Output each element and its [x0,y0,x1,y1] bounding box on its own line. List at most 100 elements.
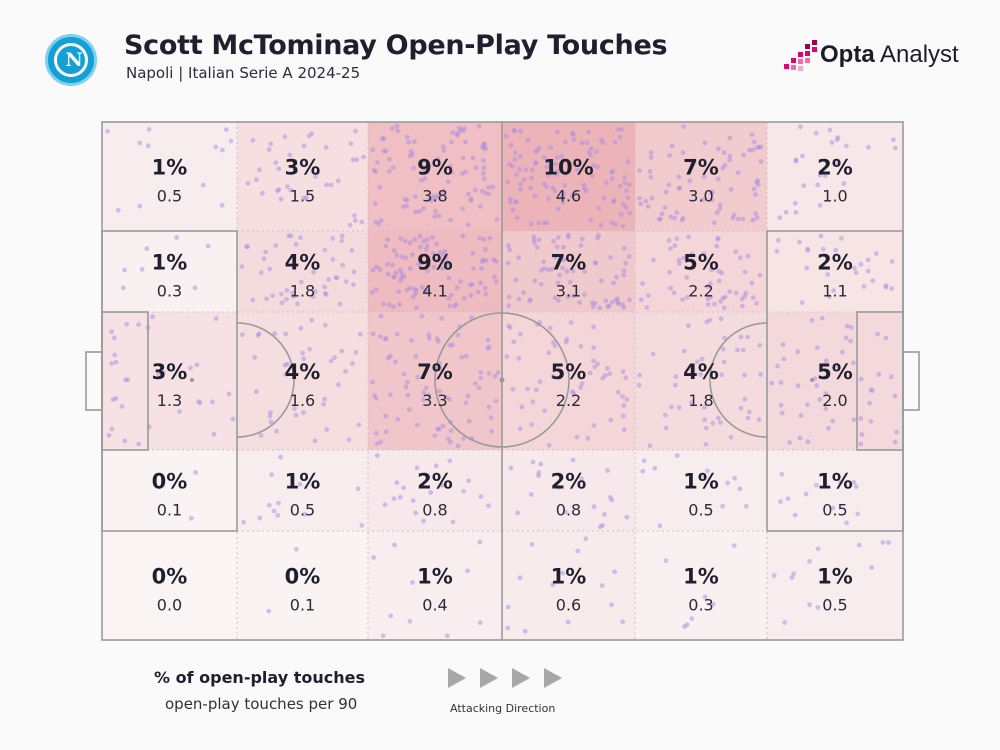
touch-dot [383,429,389,435]
touch-dot [421,168,427,174]
touch-dot [487,344,492,350]
touch-dot [894,429,899,435]
zone-per90-r1-c5: 3.0 [688,187,713,206]
touch-dot [407,618,413,624]
touch-dot [465,222,471,228]
arrow-1-icon [448,668,466,688]
touch-dot [508,142,514,148]
touch-dot [648,174,654,180]
touch-dot [437,366,443,371]
zone-pct-r4-c6: 1% [817,470,853,494]
touch-dot [378,334,383,339]
touch-dot [433,463,439,469]
touch-dot [410,580,415,585]
touch-dot [466,478,471,484]
touch-dot [470,250,476,256]
touch-dot [508,199,513,205]
touch-dot [868,418,874,424]
touch-dot [310,294,316,299]
touch-dot [599,583,605,588]
zone-per90-r3-c4: 2.2 [556,391,581,410]
zone-per90-r3-c2: 1.6 [290,391,315,410]
touch-dot [866,144,871,150]
touch-dot [529,175,534,181]
touch-dot [137,140,143,146]
legend-percent-label: % of open-play touches [154,668,365,687]
touch-dot [385,271,391,277]
touch-dot [699,356,705,362]
zone-per90-r1-c4: 4.6 [556,187,581,206]
touch-dot [374,430,379,436]
touch-dot [478,375,484,381]
touch-dot [728,187,734,192]
touch-dot [477,539,483,545]
touch-dot [855,511,861,517]
zone-per90-r5-c6: 0.5 [822,596,847,615]
touch-dot [240,332,245,338]
touch-dot [266,502,272,508]
touch-dot [757,272,763,278]
touch-dot [839,235,844,241]
touch-dot [505,625,511,631]
touch-dot [518,128,524,134]
touch-dot [637,168,642,174]
touch-dot [570,130,575,136]
touch-dot [776,238,781,243]
touch-dot [581,182,587,188]
touch-dot [309,317,315,323]
touch-dot [755,145,760,151]
touch-dot [418,177,424,183]
touch-dot [323,292,329,297]
touch-dot [544,158,550,164]
touch-dot [353,350,359,355]
touch-dot [681,124,686,130]
touch-dot [372,393,377,398]
touch-dot [339,238,344,244]
touch-dot [803,491,809,497]
touch-dot [701,174,707,179]
touch-dot [197,400,203,406]
touch-dot [400,204,406,210]
touch-dot [105,128,110,134]
touch-dot [716,278,722,284]
touch-dot [374,453,380,458]
touch-dot [564,268,570,274]
touch-dot [538,268,544,273]
touch-dot [414,305,419,310]
touch-dot [518,181,524,187]
touch-dot [330,236,336,241]
touch-dot [283,331,288,337]
touch-dot [509,164,515,170]
touch-dot [220,147,225,153]
touch-dot [457,125,462,131]
zone-per90-r2-c2: 1.8 [290,282,315,301]
touch-dot [611,280,616,286]
touch-dot [374,441,380,446]
touch-dot [579,140,585,146]
touch-dot [436,338,441,344]
touch-dot [481,176,487,182]
touch-dot [313,174,318,179]
touch-dot [593,149,599,155]
touch-dot [419,260,424,266]
touch-dot [137,203,143,209]
touch-dot [710,420,716,426]
touch-dot [758,144,764,150]
zone-bg-r4-c5 [635,450,767,531]
touch-dot [339,348,345,354]
touch-dot [747,409,752,415]
touch-dot [528,221,534,227]
brand-bold: Opta [820,41,875,68]
touch-dot [783,210,789,215]
touch-dot [349,248,355,253]
touch-dot [361,154,366,160]
touch-dot [260,190,265,196]
touch-dot [288,187,294,193]
touch-dot [620,619,626,625]
touch-dot [826,425,831,431]
touch-dot [283,372,288,377]
touch-dot [322,322,328,328]
touch-dot [591,345,597,350]
touch-dot [681,255,686,261]
touch-dot [430,193,436,199]
